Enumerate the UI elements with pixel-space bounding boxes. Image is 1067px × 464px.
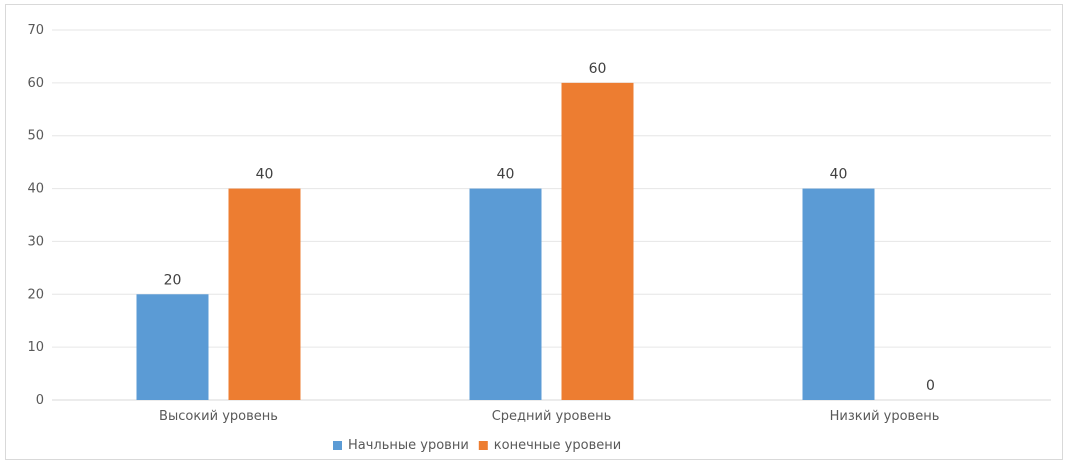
bar-series2-1: [561, 82, 634, 400]
x-tick-label: Высокий уровень: [159, 409, 278, 424]
bar-series1-0: [136, 294, 209, 400]
data-label: 40: [830, 167, 848, 183]
legend-swatch-1: [333, 441, 342, 450]
data-labels: 20 40 40 60 40 0: [164, 61, 935, 394]
data-label: 20: [164, 272, 182, 288]
bar-series1-1: [469, 188, 542, 400]
legend-label: Начльные уровни: [348, 438, 469, 453]
y-tick-label: 10: [27, 340, 44, 355]
y-tick-label: 60: [27, 76, 44, 91]
x-tick-label: Низкий уровень: [830, 409, 940, 424]
legend: Начльные уровни конечные уровени: [333, 438, 621, 453]
data-label: 40: [497, 167, 515, 183]
y-tick-label: 30: [27, 234, 44, 249]
y-tick-label: 50: [27, 129, 44, 144]
bar-series2-0: [228, 188, 301, 400]
bar-series1-2: [802, 188, 875, 400]
y-tick-label: 0: [36, 393, 44, 408]
data-label: 0: [926, 378, 935, 394]
data-label: 40: [256, 167, 274, 183]
y-axis: 0 10 20 30 40 50 60 70: [27, 23, 44, 408]
y-tick-label: 70: [27, 23, 44, 38]
x-tick-label: Средний уровень: [492, 409, 612, 424]
y-tick-label: 20: [27, 287, 44, 302]
bars: [136, 82, 875, 400]
x-axis: Высокий уровень Средний уровень Низкий уро…: [159, 409, 939, 424]
data-label: 60: [589, 61, 607, 77]
legend-label: конечные уровени: [494, 438, 621, 453]
gridlines: [52, 29, 1051, 401]
y-tick-label: 40: [27, 182, 44, 197]
legend-swatch-2: [478, 441, 488, 450]
